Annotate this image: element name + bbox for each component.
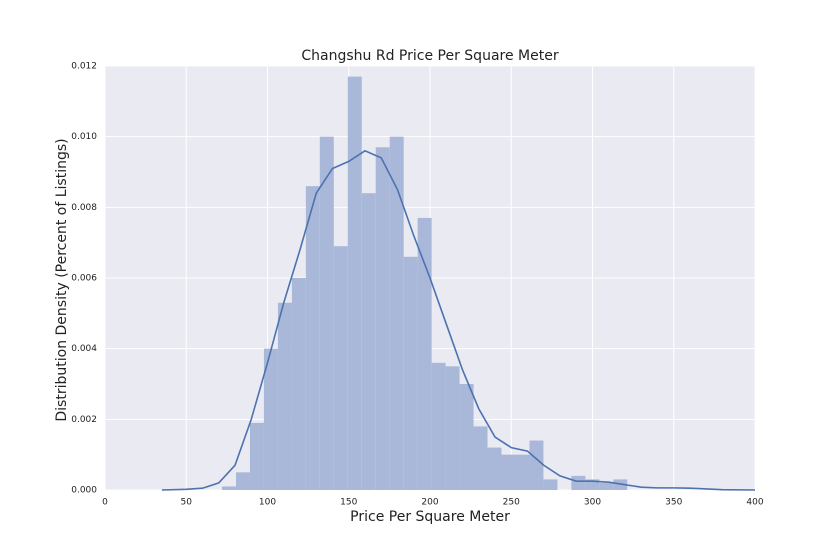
- y-tick-label: 0.004: [71, 344, 97, 354]
- histogram-bar: [445, 366, 460, 490]
- x-tick-label: 100: [259, 498, 276, 508]
- x-tick-label: 400: [746, 498, 763, 508]
- x-tick-label: 250: [503, 498, 520, 508]
- x-tick-label: 200: [421, 498, 438, 508]
- x-tick-label: 300: [584, 498, 601, 508]
- histogram-bar: [263, 348, 278, 490]
- histogram-bar: [487, 447, 502, 490]
- y-tick-label: 0.002: [71, 415, 97, 425]
- chart-title: Changshu Rd Price Per Square Meter: [301, 48, 558, 64]
- y-tick-label: 0.012: [71, 62, 97, 72]
- histogram-bar: [333, 246, 348, 490]
- y-tick-label: 0.008: [71, 203, 97, 213]
- histogram-bar: [403, 256, 418, 490]
- histogram-bar: [543, 479, 558, 490]
- y-tick-label: 0.006: [71, 274, 97, 284]
- histogram-bar: [222, 486, 236, 490]
- histogram-bar: [599, 482, 614, 490]
- histogram-bar: [459, 384, 474, 490]
- histogram-bar: [249, 422, 264, 490]
- histogram-bar: [235, 472, 250, 490]
- y-axis-label: Distribution Density (Percent of Listing…: [54, 138, 70, 421]
- histogram-bar: [585, 479, 600, 490]
- x-tick-label: 350: [665, 498, 682, 508]
- histogram-bar: [347, 76, 362, 490]
- x-tick-label: 50: [181, 498, 193, 508]
- histogram-bar: [501, 454, 516, 490]
- y-tick-label: 0.010: [71, 132, 97, 142]
- x-tick-label: 0: [102, 498, 108, 508]
- histogram-bar: [417, 217, 432, 490]
- histogram-bar: [515, 454, 530, 490]
- y-tick-label: 0.000: [71, 486, 97, 496]
- x-axis-label: Price Per Square Meter: [350, 509, 510, 525]
- kde-line: [161, 149, 756, 491]
- histogram-bar: [277, 302, 292, 490]
- x-tick-label: 150: [340, 498, 357, 508]
- histogram-bar: [571, 475, 586, 490]
- histogram-bar: [431, 362, 446, 490]
- histogram-bar: [389, 136, 404, 490]
- histogram-bar: [375, 147, 390, 490]
- histogram-bar: [319, 136, 334, 490]
- histogram-bar: [361, 193, 376, 490]
- histogram-bar: [529, 440, 544, 490]
- histogram-bar: [305, 186, 320, 490]
- histogram-bar: [473, 426, 488, 490]
- histogram-bar: [291, 278, 306, 490]
